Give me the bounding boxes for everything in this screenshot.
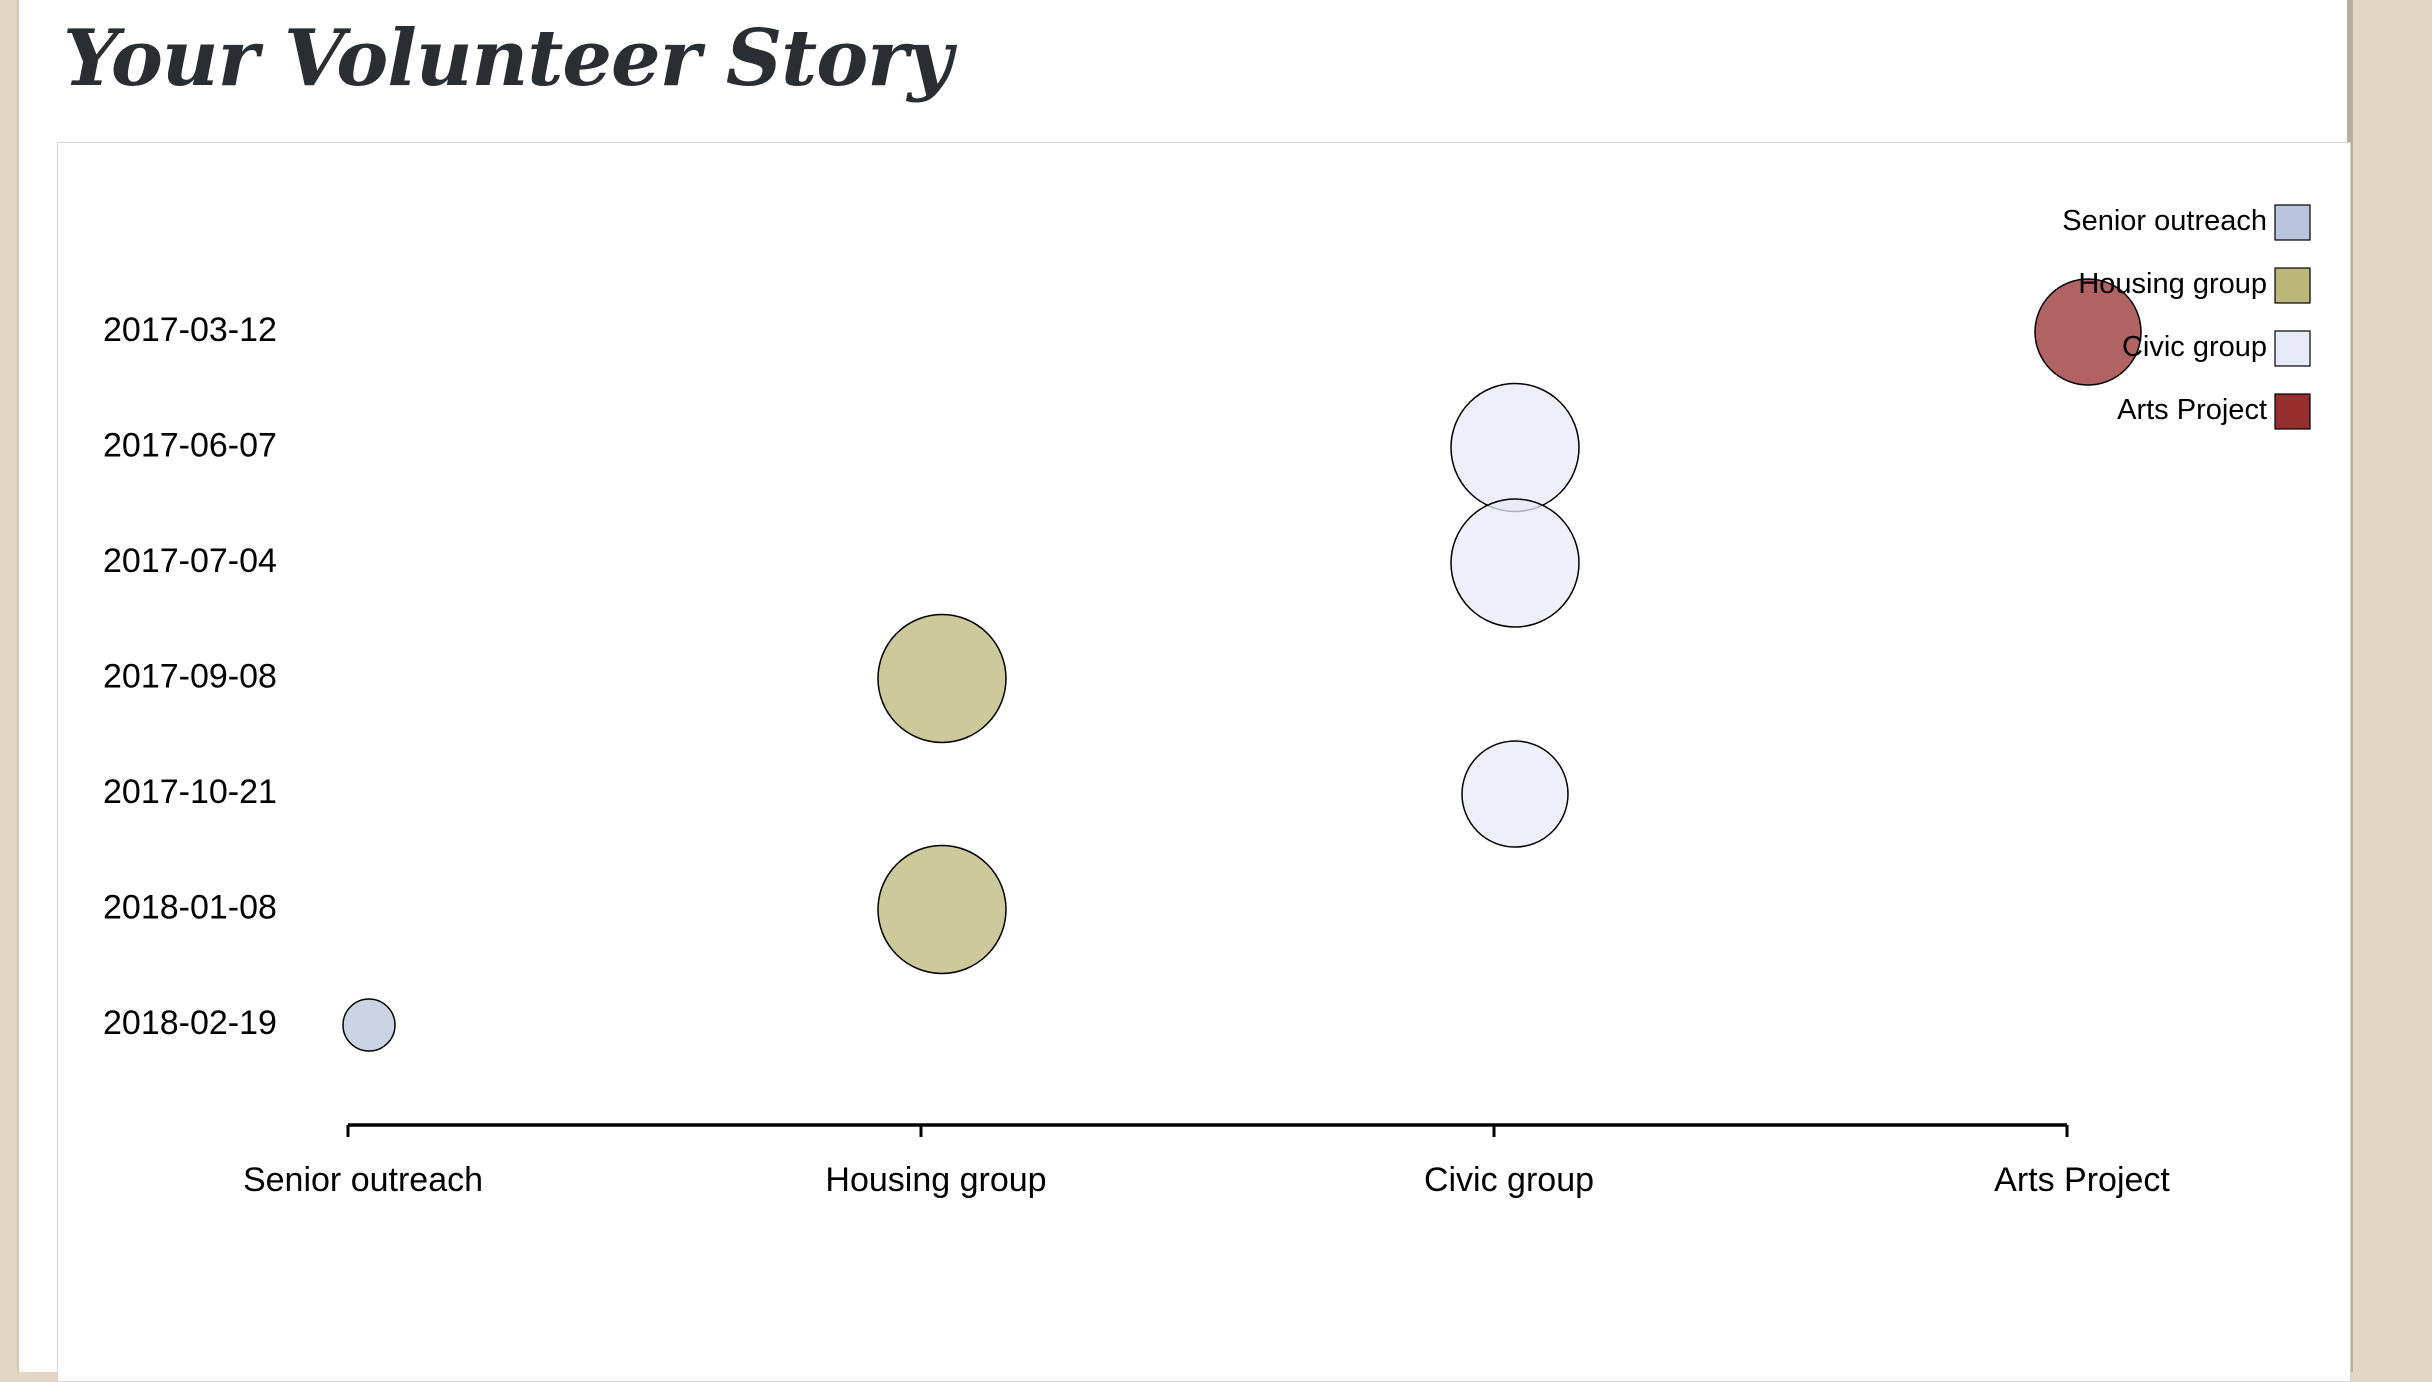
x-tick-label-civic-group: Civic group (1424, 1161, 1594, 1199)
legend-swatch-arts-project (2274, 393, 2311, 430)
y-tick-label-2017-10-21: 2017-10-21 (103, 773, 277, 811)
legend-swatch-civic-group (2274, 330, 2311, 367)
legend-swatch-senior-outreach (2274, 204, 2311, 241)
data-point-housing-group-2017-09-08 (877, 613, 1007, 744)
data-point-senior-outreach-2018-02-19 (342, 998, 396, 1052)
legend-label-housing-group: Housing group (2078, 268, 2267, 300)
y-tick-label-2018-01-08: 2018-01-08 (103, 888, 277, 926)
data-point-civic-group-2017-06-07 (1450, 382, 1580, 513)
legend-label-arts-project: Arts Project (2117, 394, 2267, 426)
data-point-arts-project-2017-03-12 (2034, 278, 2142, 386)
y-tick-label-2017-07-04: 2017-07-04 (103, 542, 277, 580)
y-tick-label-2018-02-19: 2018-02-19 (103, 1004, 277, 1042)
y-tick-label-2017-03-12: 2017-03-12 (103, 311, 277, 349)
legend-swatch-housing-group (2274, 267, 2311, 304)
data-point-housing-group-2018-01-08 (877, 844, 1007, 975)
y-tick-label-2017-06-07: 2017-06-07 (103, 426, 277, 464)
chart-panel: 2017-03-12 2017-06-07 2017-07-04 2017-09-08… (57, 142, 2351, 1382)
y-tick-label-2017-09-08: 2017-09-08 (103, 657, 277, 695)
data-point-civic-group-2017-10-21 (1461, 740, 1569, 848)
content-paper: Your Volunteer Story 2017-03-12 2017-06-0… (17, 0, 2353, 1382)
legend-label-senior-outreach: Senior outreach (2062, 205, 2267, 237)
x-tick-label-housing-group: Housing group (825, 1161, 1046, 1199)
data-point-civic-group-2017-07-04 (1450, 498, 1580, 628)
volunteer-timeline-chart: 2017-03-12 2017-06-07 2017-07-04 2017-09-08… (103, 204, 2311, 1199)
x-tick-label-senior-outreach: Senior outreach (243, 1161, 483, 1199)
legend-label-civic-group: Civic group (2122, 331, 2267, 363)
page-title: Your Volunteer Story (63, 13, 953, 104)
x-tick-label-arts-project: Arts Project (1994, 1161, 2170, 1199)
